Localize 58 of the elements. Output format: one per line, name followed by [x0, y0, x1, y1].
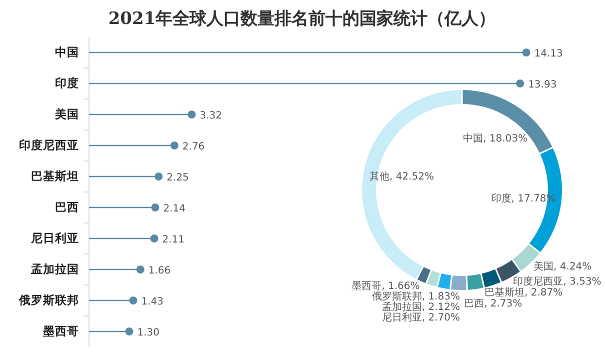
slice-label: 巴基斯坦: [484, 286, 525, 299]
y-tick-label: 中国: [55, 45, 79, 60]
donut-slice: [482, 269, 501, 288]
data-label: 1.30: [137, 328, 160, 338]
y-tick-label: 孟加拉国: [30, 262, 79, 276]
point: [125, 328, 134, 336]
slice-label: 印度尼西亚: [513, 276, 564, 288]
slice-label: 其他: [369, 170, 390, 183]
y-tick-label: 墨西哥: [42, 324, 79, 338]
slice-label: 尼日利亚: [382, 312, 422, 324]
slice-label: 中国: [463, 132, 484, 145]
donut-slice: [438, 274, 452, 290]
donut-slice: [417, 267, 430, 284]
data-label: , 18.03%: [483, 134, 528, 145]
data-label: , 2.12%: [422, 302, 460, 314]
slice-label: 美国: [534, 260, 554, 272]
data-label: 13.93: [528, 80, 557, 90]
point: [151, 204, 160, 212]
donut-slice: [467, 274, 484, 290]
point: [188, 110, 196, 118]
y-tick-label: 俄罗斯联邦: [18, 293, 79, 308]
data-label: , 2.70%: [422, 312, 460, 324]
donut-slice: [451, 275, 466, 290]
point: [170, 142, 178, 150]
data-label: 1.43: [141, 296, 164, 308]
data-label: , 2.73%: [484, 298, 522, 310]
data-label: 2.14: [163, 204, 186, 214]
point: [136, 266, 144, 274]
y-tick-label: 巴西: [55, 200, 79, 214]
y-tick-label: 印度尼西亚: [19, 138, 79, 152]
donut-slice: [426, 270, 440, 287]
data-label: 2.11: [162, 234, 185, 246]
y-tick-label: 美国: [54, 107, 79, 122]
data-label: , 2.87%: [524, 288, 563, 299]
y-tick-label: 印度: [55, 76, 79, 90]
point: [516, 80, 524, 88]
y-tick-label: 巴基斯坦: [31, 169, 79, 184]
data-label: 2.76: [182, 142, 205, 152]
data-label: , 1.66%: [382, 281, 420, 292]
data-label: , 3.53%: [563, 276, 602, 288]
data-label: 3.32: [200, 110, 222, 122]
point: [522, 48, 530, 56]
data-label: 2.25: [166, 172, 189, 184]
point: [129, 296, 138, 304]
chart-title: 2021年全球人口数量排名前十的国家统计（亿人）: [108, 9, 496, 29]
data-label: , 42.52%: [389, 172, 434, 183]
slice-label: 孟加拉国: [382, 301, 422, 314]
data-label: , 4.24%: [554, 261, 592, 272]
slice-label: 印度: [491, 192, 512, 204]
point: [154, 172, 163, 180]
point: [150, 234, 158, 242]
slice-label: 巴西: [464, 298, 484, 310]
slice-label: 俄罗斯联邦: [372, 290, 422, 303]
data-label: , 1.83%: [422, 292, 460, 303]
data-label: 14.13: [534, 48, 563, 60]
slice-label: 墨西哥: [352, 281, 382, 292]
y-tick-label: 尼日利亚: [30, 231, 79, 246]
data-label: 1.66: [148, 266, 171, 276]
